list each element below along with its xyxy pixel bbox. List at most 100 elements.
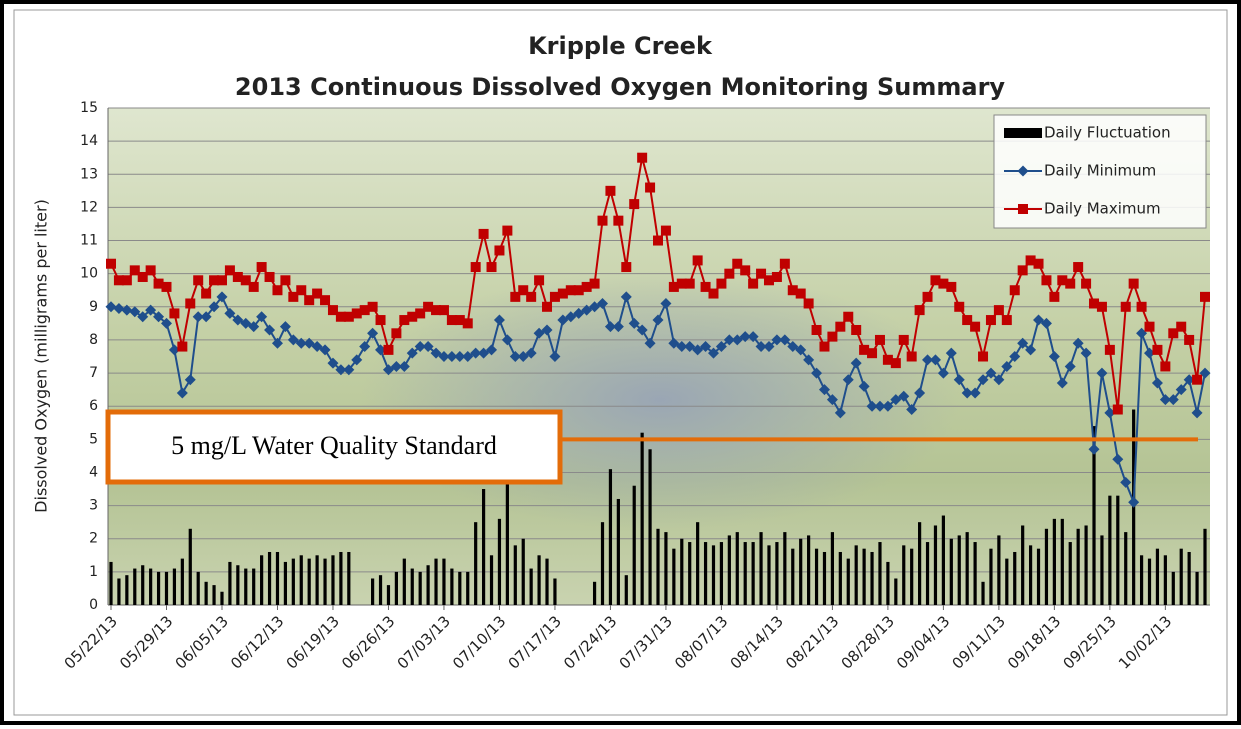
max-marker (1192, 375, 1202, 385)
bar (1108, 496, 1111, 605)
bar (434, 559, 437, 605)
max-marker (249, 282, 259, 292)
max-marker (1105, 345, 1115, 355)
bar (641, 433, 644, 605)
bar (149, 569, 152, 605)
bar (1203, 529, 1206, 605)
bar (125, 575, 128, 605)
bar (1053, 519, 1056, 605)
y-tick-label: 14 (80, 133, 98, 149)
bar (910, 549, 913, 605)
max-marker (907, 352, 917, 362)
max-marker (851, 325, 861, 335)
max-marker (812, 325, 822, 335)
bar (1005, 559, 1008, 605)
max-marker (185, 298, 195, 308)
bar (371, 578, 374, 605)
bar (197, 572, 200, 605)
max-marker (161, 282, 171, 292)
bar (974, 542, 977, 605)
bar (736, 532, 739, 605)
max-marker (994, 305, 1004, 315)
bar (1180, 549, 1183, 605)
bar (934, 525, 937, 605)
max-marker (146, 265, 156, 275)
bar (1061, 519, 1064, 605)
bar (625, 575, 628, 605)
max-marker (613, 216, 623, 226)
max-marker (740, 265, 750, 275)
bar (1148, 559, 1151, 605)
bar (474, 522, 477, 605)
bar (942, 516, 945, 605)
bar (672, 549, 675, 605)
max-marker (320, 295, 330, 305)
bar (316, 555, 319, 605)
max-marker (376, 315, 386, 325)
max-marker (1176, 322, 1186, 332)
max-marker (1113, 405, 1123, 415)
bar (419, 572, 422, 605)
max-marker (526, 292, 536, 302)
y-tick-label: 12 (80, 199, 98, 215)
max-marker (391, 328, 401, 338)
max-marker (970, 322, 980, 332)
max-marker (653, 236, 663, 246)
max-marker (257, 262, 267, 272)
bar (855, 545, 858, 605)
bar (696, 522, 699, 605)
bar (490, 555, 493, 605)
bar (688, 542, 691, 605)
bar (1069, 542, 1072, 605)
max-marker (1137, 302, 1147, 312)
max-marker (716, 279, 726, 289)
bar (966, 532, 969, 605)
bar (133, 569, 136, 605)
bar (664, 532, 667, 605)
bar (530, 569, 533, 605)
max-marker (487, 262, 497, 272)
max-marker (272, 285, 282, 295)
max-marker (1145, 322, 1155, 332)
max-marker (1200, 292, 1210, 302)
legend-label: Daily Minimum (1044, 162, 1156, 180)
bar (918, 522, 921, 605)
bar (1100, 535, 1103, 605)
bar (633, 486, 636, 605)
max-marker (265, 272, 275, 282)
max-marker (177, 342, 187, 352)
bar (403, 559, 406, 605)
bar (220, 592, 223, 605)
max-marker (1065, 279, 1075, 289)
y-tick-label: 13 (80, 166, 98, 182)
max-marker (1152, 345, 1162, 355)
bar (141, 565, 144, 605)
bar (411, 569, 414, 605)
bar (1029, 545, 1032, 605)
max-marker (827, 332, 837, 342)
max-marker (201, 289, 211, 299)
max-marker (891, 358, 901, 368)
bar (1084, 525, 1087, 605)
y-tick-label: 9 (89, 299, 98, 315)
max-marker (598, 216, 608, 226)
bar (379, 575, 382, 605)
bar (482, 489, 485, 605)
max-marker (502, 226, 512, 236)
max-marker (986, 315, 996, 325)
bar (847, 559, 850, 605)
max-marker (645, 183, 655, 193)
max-marker (169, 308, 179, 318)
y-tick-label: 1 (89, 564, 98, 580)
bar (791, 549, 794, 605)
max-marker (383, 345, 393, 355)
max-marker (899, 335, 909, 345)
chart-title: 2013 Continuous Dissolved Oxygen Monitor… (235, 73, 1005, 101)
bar (831, 532, 834, 605)
max-marker (368, 302, 378, 312)
max-marker (661, 226, 671, 236)
bar (545, 559, 548, 605)
legend-label: Daily Maximum (1044, 200, 1161, 218)
bar (783, 532, 786, 605)
legend: Daily FluctuationDaily MinimumDaily Maxi… (994, 115, 1206, 228)
